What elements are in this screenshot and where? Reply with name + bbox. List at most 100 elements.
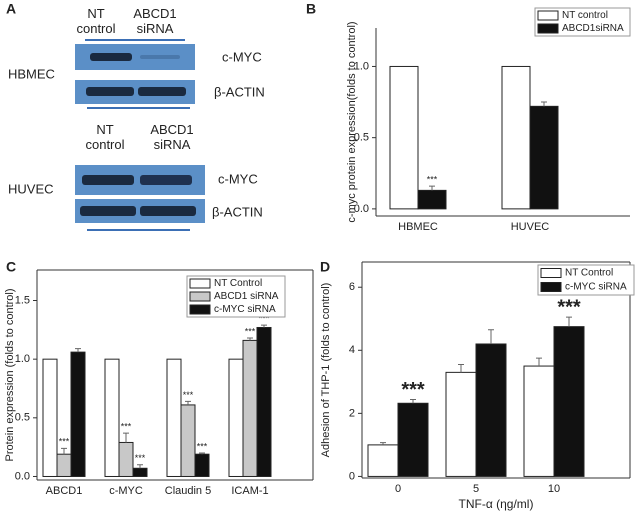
x-tick-label: 0	[395, 483, 401, 495]
x-tick-label: 5	[473, 483, 479, 495]
legend-swatch	[537, 23, 559, 34]
y-tick-label: 0	[349, 470, 355, 482]
y-tick-label: 4	[349, 344, 355, 356]
y-tick-label: 2	[349, 407, 355, 419]
bar	[132, 467, 148, 477]
bar	[367, 444, 399, 477]
error-bar	[123, 432, 129, 443]
significance-label: ***	[183, 390, 194, 400]
bar	[70, 351, 86, 477]
bar	[104, 358, 120, 477]
legend-label: NT Control	[214, 278, 262, 289]
y-tick-label: 0.0	[15, 470, 30, 482]
legend-label: NT control	[562, 10, 608, 21]
significance-label: ***	[197, 441, 208, 451]
error-bar	[536, 357, 542, 367]
band-label: c-MYC	[218, 171, 258, 186]
blot-band	[80, 206, 136, 216]
error-bar	[458, 363, 464, 373]
y-tick-label: 0.5	[354, 132, 369, 144]
x-axis-label: TNF-α (ηg/ml)	[459, 497, 534, 511]
significance-label: ***	[121, 421, 132, 431]
bar	[553, 326, 585, 477]
bar	[194, 453, 210, 477]
bar	[256, 326, 272, 477]
legend-label: c-MYC siRNA	[565, 282, 627, 293]
significance-label: ***	[135, 453, 146, 463]
cell-line-label: HBMEC	[8, 66, 55, 81]
panel-label: D	[320, 259, 330, 275]
significance-label: ***	[59, 437, 70, 447]
blot-band	[86, 87, 134, 96]
error-bar	[185, 400, 191, 405]
significance-label: ***	[427, 174, 438, 184]
legend-swatch	[540, 282, 562, 292]
bar	[389, 65, 419, 210]
x-tick-label: HBMEC	[398, 221, 438, 233]
bar	[523, 365, 555, 477]
band-label: β-ACTIN	[212, 204, 263, 219]
significance-label: ***	[557, 296, 581, 318]
band-label: β-ACTIN	[214, 84, 265, 99]
chart: B 0.0 0.5 1.0c-myc protein expression(folds…	[306, 1, 631, 233]
error-bar	[380, 442, 386, 445]
x-tick-label: Claudin 5	[165, 485, 211, 497]
y-tick-label: 1.5	[15, 294, 30, 306]
bar	[475, 343, 507, 477]
panel-label: B	[306, 1, 316, 17]
error-bar	[261, 324, 267, 328]
bar	[529, 105, 559, 210]
panel-label: A	[6, 1, 16, 17]
significance-label: ***	[259, 314, 270, 324]
legend-swatch	[189, 291, 211, 302]
y-tick-label: 1.0	[354, 60, 369, 72]
lane-label: NT control	[85, 122, 125, 152]
panel-label: C	[6, 259, 16, 275]
y-axis-label: c-myc protein expression(folds to contro…	[346, 21, 358, 222]
x-tick-label: HUVEC	[511, 221, 550, 233]
bar	[417, 189, 447, 210]
lane-label: ABCD1 siRNA	[150, 122, 194, 152]
blot-band	[82, 175, 134, 185]
legend-label: ABCD1siRNA	[562, 23, 624, 34]
significance-label: ***	[401, 379, 425, 401]
legend-swatch	[189, 278, 211, 289]
significance-label: ***	[245, 326, 256, 336]
bar	[42, 358, 58, 477]
y-tick-label: 1.0	[15, 353, 30, 365]
error-bar	[488, 329, 494, 344]
x-tick-label: c-MYC	[109, 485, 143, 497]
blot-band	[138, 87, 186, 96]
error-bar	[247, 337, 253, 341]
error-bar	[137, 464, 143, 469]
bar	[445, 371, 477, 477]
legend-label: c-MYC siRNA	[214, 304, 276, 315]
lane-label: ABCD1 siRNA	[133, 6, 177, 36]
blot-band	[140, 175, 192, 185]
error-bar	[410, 398, 416, 404]
bar	[180, 404, 196, 477]
error-bar	[541, 101, 547, 107]
y-tick-label: 6	[349, 281, 355, 293]
error-bar	[75, 348, 81, 353]
bar	[397, 402, 429, 477]
blot-drawing	[75, 39, 205, 231]
error-bar	[566, 316, 572, 327]
blot-band	[140, 206, 196, 216]
x-tick-label: 10	[548, 483, 560, 495]
blot-band	[90, 53, 132, 61]
lane-label: NT control	[76, 6, 116, 36]
blot-band	[140, 55, 180, 59]
x-tick-label: ABCD1	[46, 485, 83, 497]
y-axis-label: Adhesion of THP-1 (folds to control)	[320, 283, 332, 458]
legend-swatch	[189, 304, 211, 315]
legend-swatch	[540, 268, 562, 278]
y-axis-label: Protein expression (folds to control)	[4, 288, 16, 461]
bar	[166, 358, 182, 477]
bar	[228, 358, 244, 477]
bar	[118, 441, 134, 477]
legend-label: ABCD1 siRNA	[214, 291, 279, 302]
chart: D 0 2 4 6 Adhesion of THP-1 (folds to control…	[320, 259, 635, 511]
